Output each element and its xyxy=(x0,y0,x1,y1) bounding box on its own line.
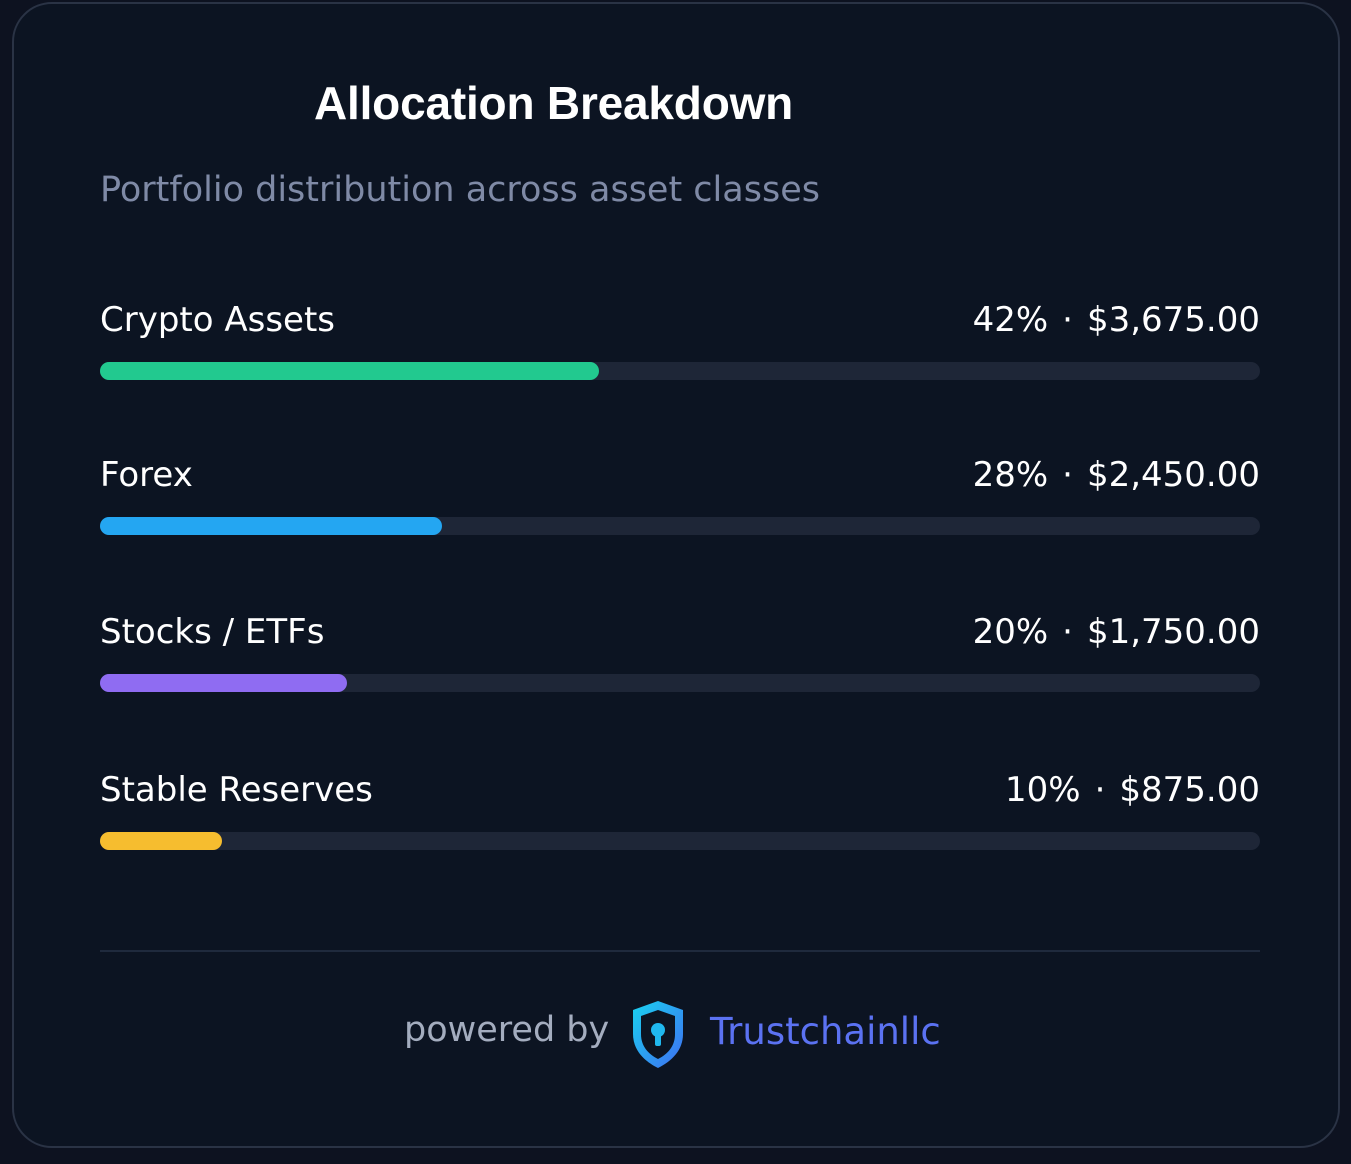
allocation-percent: 28% xyxy=(972,455,1049,495)
allocation-label: Stable Reserves xyxy=(100,770,373,810)
allocation-percent: 42% xyxy=(972,300,1049,340)
progress-fill xyxy=(100,832,222,850)
separator-dot: · xyxy=(1062,455,1073,495)
allocation-value: 20% · $1,750.00 xyxy=(973,612,1260,652)
card-title: Allocation Breakdown xyxy=(314,77,794,129)
allocation-amount: $3,675.00 xyxy=(1086,300,1260,340)
allocation-card: Allocation Breakdown Portfolio distribut… xyxy=(12,2,1340,1148)
progress-fill xyxy=(100,517,443,535)
separator-dot: · xyxy=(1094,770,1106,810)
progress-fill xyxy=(100,674,348,692)
allocation-row-stable: Stable Reserves 10% · $875.00 xyxy=(100,770,1260,860)
progress-track xyxy=(100,517,1260,535)
allocation-label: Stocks / ETFs xyxy=(100,612,325,652)
allocation-value: 28% · $2,450.00 xyxy=(973,455,1260,495)
shield-lock-icon xyxy=(633,1001,683,1068)
progress-track xyxy=(100,362,1260,380)
allocation-row-stocks: Stocks / ETFs 20% · $1,750.00 xyxy=(100,612,1260,702)
powered-by-label: powered by xyxy=(404,1010,610,1050)
allocation-row-crypto: Crypto Assets 42% · $3,675.00 xyxy=(100,300,1260,390)
footer: powered by Trustchainllc xyxy=(14,996,1338,1076)
allocation-percent: 20% xyxy=(972,612,1049,652)
brand-link[interactable]: Trustchainllc xyxy=(710,1010,941,1053)
allocation-label: Forex xyxy=(100,455,193,495)
progress-track xyxy=(100,674,1260,692)
progress-track xyxy=(100,832,1260,850)
separator-dot: · xyxy=(1062,612,1073,652)
allocation-amount: $2,450.00 xyxy=(1086,455,1260,495)
allocation-row-forex: Forex 28% · $2,450.00 xyxy=(100,455,1260,545)
allocation-value: 42% · $3,675.00 xyxy=(973,300,1260,340)
footer-divider xyxy=(100,950,1260,952)
allocation-amount: $1,750.00 xyxy=(1086,612,1260,652)
allocation-amount: $875.00 xyxy=(1119,770,1260,810)
separator-dot: · xyxy=(1062,300,1073,340)
progress-fill xyxy=(100,362,599,380)
card-subtitle: Portfolio distribution across asset clas… xyxy=(100,170,820,210)
allocation-value: 10% · $875.00 xyxy=(1005,770,1260,810)
allocation-percent: 10% xyxy=(1005,770,1081,810)
allocation-label: Crypto Assets xyxy=(100,300,336,340)
